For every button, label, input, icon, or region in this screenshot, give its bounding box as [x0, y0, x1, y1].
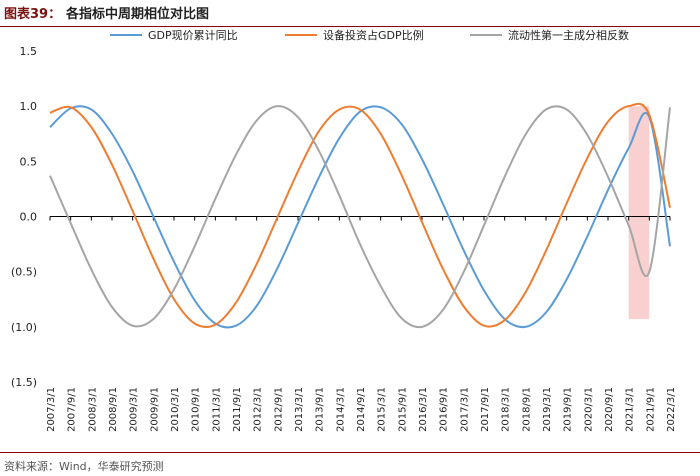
x-tick-label: 2015/9/1 — [397, 387, 408, 432]
x-tick-label: 2016/9/1 — [439, 387, 450, 432]
x-tick-label: 2011/3/1 — [211, 387, 222, 432]
x-tick-label: 2018/3/1 — [501, 387, 512, 432]
legend: GDP现价累计同比 设备投资占GDP比例 流动性第一主成分相反数 — [110, 28, 629, 42]
x-tick-label: 2021/3/1 — [625, 387, 636, 432]
legend-label: 设备投资占GDP比例 — [323, 28, 424, 42]
x-tick-label: 2014/3/1 — [335, 387, 346, 432]
x-tick-label: 2014/9/1 — [356, 387, 367, 432]
figure-label: 图表39： — [4, 7, 62, 22]
chart-title: 各指标中周期相位对比图 — [66, 7, 210, 22]
legend-item-1: GDP现价累计同比 — [110, 29, 238, 42]
x-tick-label: 2010/3/1 — [170, 387, 181, 432]
x-tick-label: 2020/9/1 — [604, 387, 615, 432]
series-layer — [49, 102, 671, 329]
y-tick-label: 0.0 — [20, 211, 38, 224]
line-chart: GDP现价累计同比 设备投资占GDP比例 流动性第一主成分相反数 1.5 1.0 0.5… — [11, 28, 677, 432]
x-tick-label: 2012/9/1 — [273, 387, 284, 432]
x-tick-label: 2008/3/1 — [87, 387, 98, 432]
legend-label: 流动性第一主成分相反数 — [508, 28, 629, 42]
highlight-band — [628, 106, 650, 320]
x-tick-label: 2019/3/1 — [542, 387, 553, 432]
x-tick-label: 2010/9/1 — [191, 387, 202, 432]
x-tick-label: 2007/9/1 — [67, 387, 78, 432]
x-tick-label: 2013/9/1 — [315, 387, 326, 432]
x-tick-label: 2012/3/1 — [253, 387, 264, 432]
x-axis-labels: 2007/3/1 2007/9/1 2008/3/1 2008/9/1 2009/3/1… — [46, 387, 677, 432]
source-note: 资料来源：Wind，华泰研究预测 — [4, 460, 164, 473]
y-axis: 1.5 1.0 0.5 0.0 (0.5) (1.0) (1.5) — [11, 45, 37, 389]
legend-item-2: 设备投资占GDP比例 — [285, 28, 424, 42]
series-line-2 — [49, 102, 671, 328]
x-tick-label: 2015/3/1 — [377, 387, 388, 432]
legend-item-3: 流动性第一主成分相反数 — [470, 28, 629, 42]
y-tick-label: 1.0 — [20, 100, 38, 113]
y-tick-label: 0.5 — [20, 155, 38, 168]
x-tick-label: 2017/3/1 — [459, 387, 470, 432]
title-bar: 图表39： 各指标中周期相位对比图 — [0, 0, 700, 27]
x-axis — [49, 216, 671, 221]
x-tick-label: 2007/3/1 — [46, 387, 57, 432]
x-tick-label: 2017/9/1 — [480, 387, 491, 432]
x-tick-label: 2013/3/1 — [294, 387, 305, 432]
series-line-1 — [49, 105, 671, 329]
footer-rule — [0, 452, 700, 453]
x-tick-label: 2021/9/1 — [645, 387, 656, 432]
highlight-layer — [628, 106, 650, 320]
x-tick-label: 2016/3/1 — [418, 387, 429, 432]
y-tick-label: 1.5 — [20, 45, 38, 58]
x-tick-label: 2009/9/1 — [149, 387, 160, 432]
x-tick-label: 2008/9/1 — [108, 387, 119, 432]
x-tick-label: 2020/3/1 — [583, 387, 594, 432]
y-tick-label: (1.0) — [11, 321, 37, 334]
x-tick-label: 2019/9/1 — [563, 387, 574, 432]
y-tick-label: (1.5) — [11, 376, 37, 389]
x-tick-label: 2011/9/1 — [232, 387, 243, 432]
x-tick-label: 2022/3/1 — [666, 387, 677, 432]
series-line-3 — [49, 105, 671, 329]
legend-label: GDP现价累计同比 — [148, 29, 238, 42]
x-tick-label: 2009/3/1 — [129, 387, 140, 432]
x-tick-label: 2018/9/1 — [521, 387, 532, 432]
y-tick-label: (0.5) — [11, 266, 37, 279]
